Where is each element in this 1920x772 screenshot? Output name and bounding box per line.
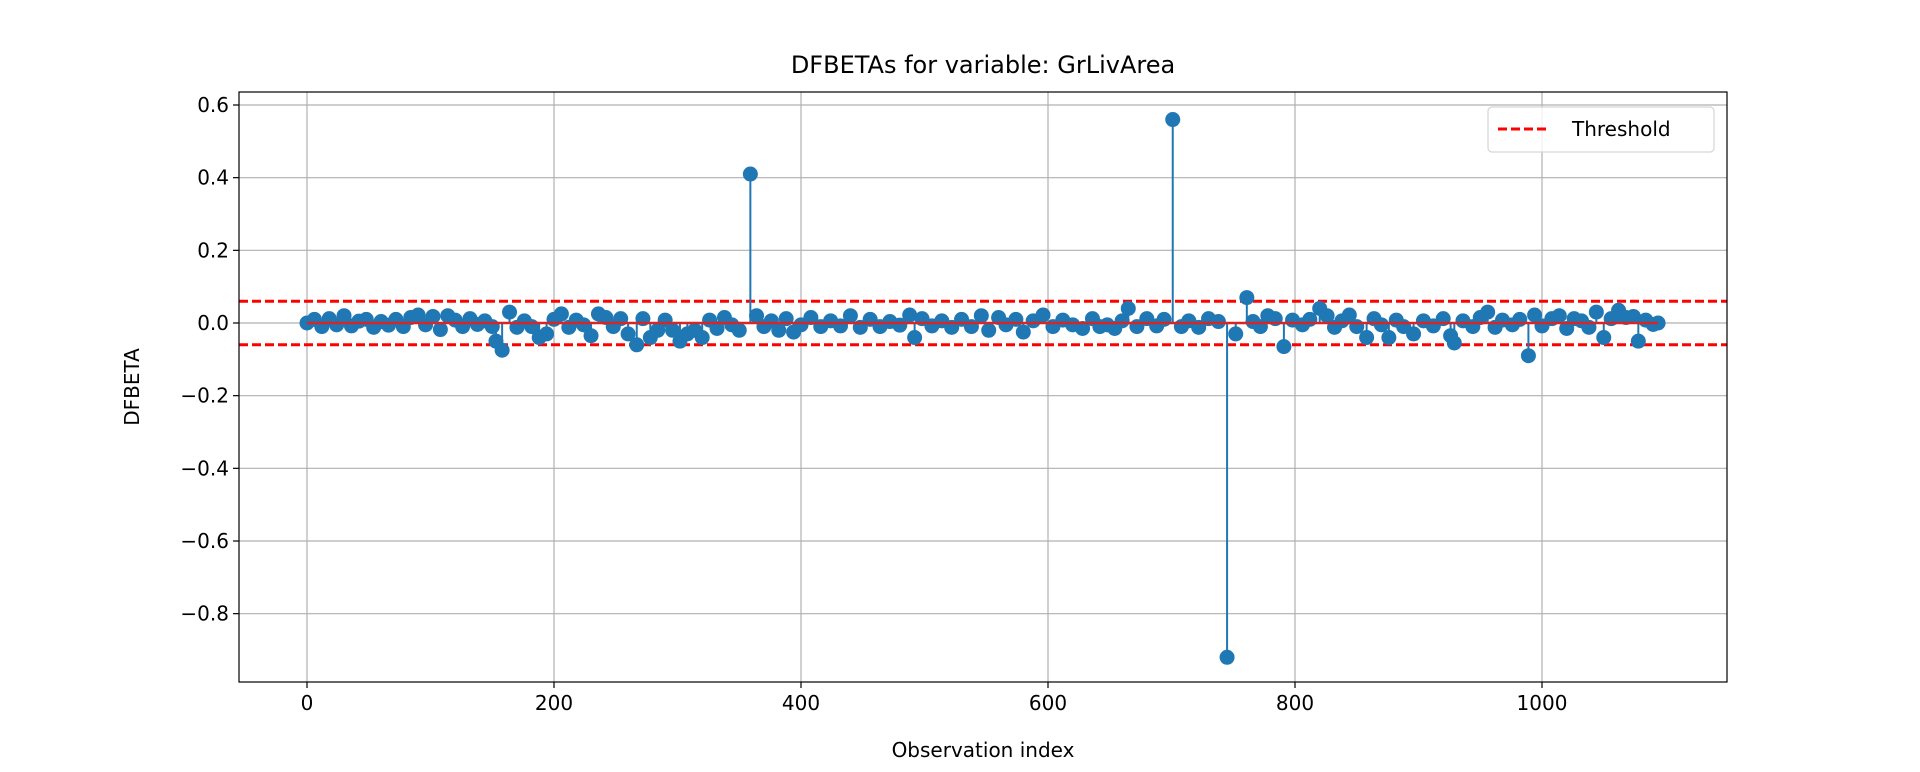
- ticks: 0 200 400 600 800 1000 0.6 0.4 0.2 0.0 −0.2 −0.4 −0.…: [180, 93, 1567, 715]
- data-point: [583, 328, 599, 344]
- data-point: [709, 320, 725, 336]
- legend-box: [1487, 106, 1715, 153]
- x-tick-label: 1000: [1517, 691, 1568, 715]
- data-point: [1114, 313, 1130, 329]
- data-point: [425, 308, 441, 324]
- data-point: [1219, 649, 1235, 665]
- data-point: [842, 308, 858, 324]
- data-point: [1359, 330, 1375, 346]
- data-point: [1381, 330, 1397, 346]
- data-point: [1075, 320, 1091, 336]
- y-tick-label: 0.4: [197, 166, 229, 190]
- data-point: [553, 306, 569, 322]
- data-point: [1319, 308, 1335, 324]
- data-point: [1625, 308, 1641, 324]
- data-point: [1527, 307, 1543, 323]
- data-point: [742, 166, 758, 182]
- data-point: [620, 326, 636, 342]
- y-tick-label: 0.0: [197, 311, 229, 335]
- data-point: [731, 322, 747, 338]
- data-point: [1239, 290, 1255, 306]
- data-point: [539, 326, 555, 342]
- data-point: [1480, 304, 1496, 320]
- data-point: [892, 317, 908, 333]
- data-point: [1035, 307, 1051, 323]
- x-tick-label: 0: [301, 691, 314, 715]
- data-point: [665, 322, 681, 338]
- data-point: [484, 319, 500, 335]
- chart-title: DFBETAs for variable: GrLivArea: [791, 51, 1175, 79]
- data-point: [749, 308, 765, 324]
- y-tick-label: −0.6: [180, 529, 229, 553]
- data-point: [432, 322, 448, 338]
- data-point: [803, 310, 819, 326]
- legend: Threshold: [1487, 106, 1715, 153]
- data-point: [1165, 112, 1181, 128]
- data-point: [576, 317, 592, 333]
- data-point: [1406, 326, 1422, 342]
- data-point: [1156, 311, 1172, 327]
- data-point: [1551, 308, 1567, 324]
- y-tick-label: 0.6: [197, 93, 229, 117]
- y-tick-label: −0.2: [180, 384, 229, 408]
- data-point: [1630, 333, 1646, 349]
- axes-frame: [238, 91, 1728, 683]
- y-tick-label: −0.8: [180, 602, 229, 626]
- data-point: [1446, 335, 1462, 351]
- y-tick-label: −0.4: [180, 456, 229, 480]
- data-point: [1008, 311, 1024, 327]
- data-point: [1596, 330, 1612, 346]
- data-point: [981, 322, 997, 338]
- y-tick-label: 0.2: [197, 238, 229, 262]
- data-point: [1015, 324, 1031, 340]
- data-point: [1276, 339, 1292, 355]
- data-point: [1228, 326, 1244, 342]
- data-point: [1120, 300, 1136, 316]
- data-point: [902, 307, 918, 323]
- data-point: [771, 322, 787, 338]
- data-point: [1210, 314, 1226, 330]
- x-axis-label: Observation index: [892, 738, 1075, 762]
- y-axis-label: DFBETA: [120, 348, 144, 426]
- x-tick-label: 600: [1029, 691, 1067, 715]
- threshold-lines: [239, 299, 1727, 347]
- x-tick-label: 800: [1276, 691, 1314, 715]
- data-point: [1341, 307, 1357, 323]
- x-tick-label: 200: [535, 691, 573, 715]
- data-point: [502, 304, 518, 320]
- data-point: [1520, 348, 1536, 364]
- legend-threshold-label: Threshold: [1571, 117, 1671, 141]
- data-point: [1588, 304, 1604, 320]
- data-point: [973, 308, 989, 324]
- data-point: [1373, 317, 1389, 333]
- data-point: [907, 330, 923, 346]
- data-point: [629, 337, 645, 353]
- x-tick-label: 400: [782, 691, 820, 715]
- data-point: [694, 330, 710, 346]
- data-point: [494, 342, 510, 358]
- data-point: [1512, 311, 1528, 327]
